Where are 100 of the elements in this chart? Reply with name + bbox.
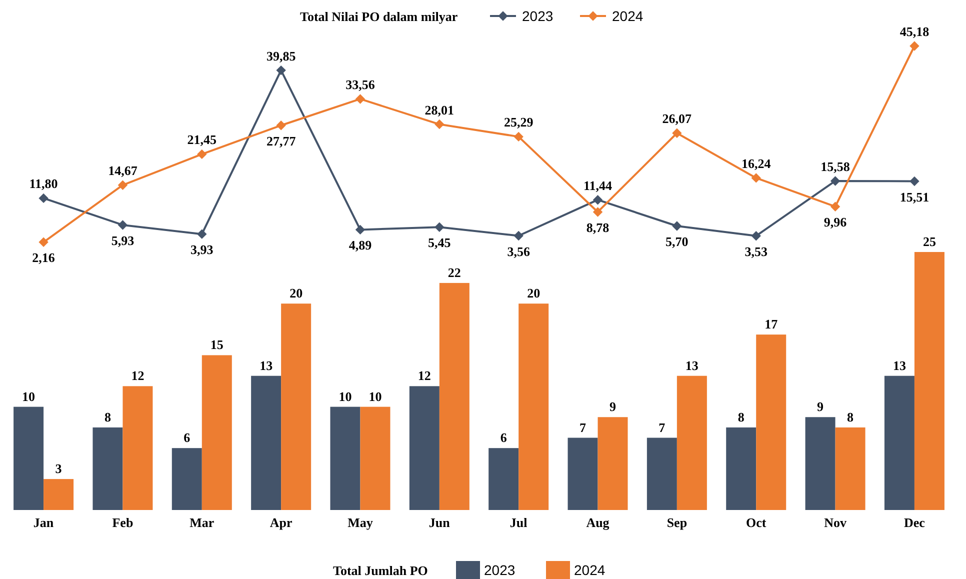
bar [488, 448, 519, 510]
x-tick-label: Jan [33, 515, 54, 530]
data-label: 6 [184, 430, 191, 446]
point [118, 220, 128, 230]
legend-label: 2023 [522, 8, 554, 24]
data-label: 22 [448, 264, 461, 280]
point [38, 193, 48, 204]
data-label: 27,77 [266, 133, 296, 148]
point [830, 202, 840, 212]
data-label: 26,07 [662, 111, 692, 126]
point [118, 180, 128, 190]
bar [646, 438, 677, 510]
bar [914, 252, 944, 510]
bar [330, 406, 360, 510]
data-label: 2,16 [32, 250, 56, 266]
point [592, 207, 603, 217]
point [672, 221, 682, 231]
bar [598, 417, 628, 510]
bar [726, 427, 756, 510]
data-label: 13 [892, 358, 906, 373]
bar [202, 355, 232, 510]
point [197, 229, 207, 239]
bar [439, 282, 470, 510]
data-label: 8 [847, 409, 854, 424]
bar [568, 438, 598, 510]
x-tick-label: Jun [428, 515, 451, 530]
data-label: 5,70 [666, 234, 688, 250]
bar [756, 334, 786, 510]
point [830, 176, 840, 186]
x-tick-label: Oct [746, 515, 767, 530]
bar [251, 376, 282, 510]
legend-title: Total Jumlah PO [333, 563, 428, 578]
legend-label: 2023 [484, 562, 516, 578]
data-label: 13 [685, 358, 699, 373]
data-label: 9,96 [824, 214, 848, 230]
data-label: 21,45 [187, 132, 218, 148]
data-label: 3 [55, 461, 62, 476]
x-tick-label: Apr [270, 515, 292, 530]
bar [884, 376, 914, 510]
data-label: 12 [418, 368, 431, 384]
legend-title: Total Nilai PO dalam milyar [300, 9, 458, 24]
data-label: 3,93 [190, 242, 214, 258]
data-label: 10 [338, 388, 352, 404]
data-label: 4,89 [348, 238, 372, 253]
data-label: 12 [131, 368, 144, 384]
data-label: 3,53 [744, 244, 768, 259]
data-label: 11,80 [29, 176, 58, 192]
bar [92, 427, 123, 510]
data-label: 17 [764, 316, 778, 332]
data-label: 15,51 [900, 189, 930, 204]
point [751, 173, 761, 183]
x-tick-label: Nov [824, 515, 847, 530]
point [276, 120, 286, 130]
data-label: 8,78 [586, 220, 610, 235]
legend-label: 2024 [612, 8, 644, 24]
bar [122, 386, 153, 510]
data-label: 6 [500, 430, 508, 446]
bar [805, 417, 836, 510]
data-label: 25,29 [504, 114, 534, 130]
data-label: 15 [210, 337, 224, 352]
point [355, 224, 366, 235]
data-label: 10 [368, 388, 382, 404]
point [514, 230, 524, 241]
bar [676, 376, 707, 510]
data-label: 39,85 [266, 48, 296, 64]
point [592, 194, 603, 205]
x-tick-label: Mar [190, 515, 214, 530]
point [910, 176, 920, 186]
data-label: 7 [580, 420, 587, 435]
x-tick-label: Feb [112, 515, 134, 530]
data-label: 20 [527, 286, 540, 301]
data-label: 7 [658, 420, 666, 435]
x-tick-label: May [348, 515, 374, 530]
data-label: 15,58 [820, 158, 850, 174]
x-tick-label: Aug [586, 515, 610, 530]
point [355, 94, 366, 104]
point [434, 222, 444, 232]
point [434, 119, 444, 130]
data-label: 3,56 [507, 244, 530, 259]
point [672, 128, 682, 138]
data-label: 13 [260, 358, 274, 373]
data-label: 16,24 [741, 156, 772, 171]
x-tick-label: Dec [904, 515, 926, 530]
data-label: 20 [290, 286, 303, 301]
data-label: 8 [104, 409, 112, 424]
data-label: 28,01 [424, 102, 454, 118]
data-label: 33,56 [346, 76, 376, 92]
x-tick-label: Jul [510, 515, 528, 530]
data-label: 8 [738, 409, 745, 424]
data-label: 25 [922, 234, 936, 249]
data-label: 11,44 [583, 178, 613, 193]
point [910, 41, 920, 51]
data-label: 14,67 [108, 163, 138, 178]
data-label: 45,18 [900, 24, 930, 39]
point [514, 132, 524, 142]
bar [44, 479, 74, 510]
bar [518, 304, 549, 510]
bar [835, 427, 866, 510]
bar [409, 386, 440, 510]
data-label: 9 [610, 399, 617, 414]
